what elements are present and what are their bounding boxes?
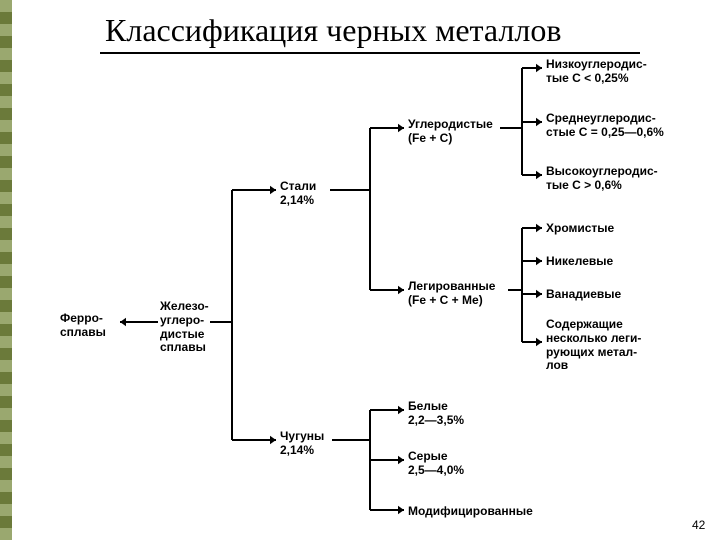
node-white: Белые 2,2—3,5% <box>408 400 464 428</box>
node-lowc: Низкоуглеродис- тые С < 0,25% <box>546 58 647 86</box>
node-ferro: Ферро- сплавы <box>60 312 106 340</box>
node-carbon: Углеродистые (Fe + C) <box>408 118 493 146</box>
node-va: Ванадиевые <box>546 288 621 302</box>
node-root: Железо- углеро- дистые сплавы <box>160 300 209 355</box>
node-hic: Высокоуглеродис- тые С > 0,6% <box>546 165 658 193</box>
node-iron: Чугуны 2,14% <box>280 430 324 458</box>
node-mod: Модифицированные <box>408 505 533 519</box>
side-decoration <box>0 0 12 540</box>
node-midc: Среднеуглеродис- стые С = 0,25—0,6% <box>546 112 664 140</box>
node-gray: Серые 2,5—4,0% <box>408 450 464 478</box>
node-alloyed: Легированные (Fe + C + Me) <box>408 280 495 308</box>
title-underline <box>100 52 640 54</box>
node-multi: Содержащие несколько леги- рующих метал-… <box>546 318 641 373</box>
page-number: 42 <box>692 518 705 532</box>
node-cr: Хромистые <box>546 222 614 236</box>
node-ni: Никелевые <box>546 255 613 269</box>
page-title: Классификация черных металлов <box>105 12 561 49</box>
node-steel: Стали 2,14% <box>280 180 316 208</box>
